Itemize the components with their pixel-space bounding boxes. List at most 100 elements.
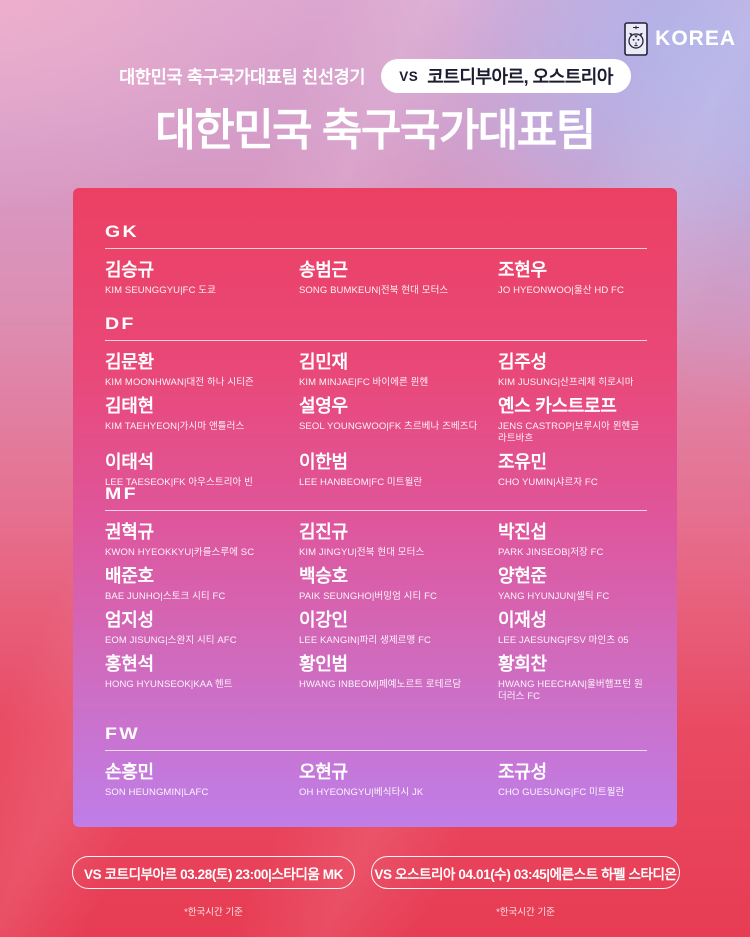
- player-name: 이강인: [299, 610, 348, 630]
- player-grid-mf: 권혁규 KWON HYEOKKYU|카를스루에 SC 김진규 KIM JINGY…: [105, 521, 647, 703]
- player-name: 박진섭: [498, 522, 547, 542]
- player-meta: LEE KANGIN|파리 생제르맹 FC: [299, 635, 431, 646]
- match-schedule-pill-2: VS 오스트리아 04.01(수) 03:45|에른스트 하펠 스타디온: [371, 856, 680, 889]
- section-gk: GK 김승규 KIM SEUNGGYU|FC 도쿄 송범근 SONG BUMKE…: [105, 222, 647, 297]
- player-meta: OH HYEONGYU|베식타시 JK: [299, 787, 424, 798]
- player-name: 양현준: [498, 566, 547, 586]
- player-name: 김문환: [105, 352, 154, 372]
- player-grid-df: 김문환 KIM MOONHWAN|대전 하나 시티즌 김민재 KIM MINJA…: [105, 351, 647, 489]
- player-name: 옌스 카스트로프: [498, 396, 617, 416]
- player: 백승호 PAIK SEUNGHO|버밍엄 시티 FC: [299, 565, 498, 603]
- player-name: 조현우: [498, 260, 547, 280]
- roster-card: GK 김승규 KIM SEUNGGYU|FC 도쿄 송범근 SONG BUMKE…: [73, 188, 677, 827]
- section-divider: [105, 510, 647, 511]
- player-meta: KIM MOONHWAN|대전 하나 시티즌: [105, 377, 254, 388]
- player: 박진섭 PARK JINSEOB|저장 FC: [498, 521, 647, 559]
- player-name: 조유민: [498, 452, 547, 472]
- player: 황희찬 HWANG HEECHAN|울버햄프턴 원더러스 FC: [498, 653, 647, 703]
- player-meta: SONG BUMKEUN|전북 현대 모터스: [299, 285, 449, 296]
- player: 김민재 KIM MINJAE|FC 바이에른 뮌헨: [299, 351, 498, 389]
- player-meta: JENS CASTROP|보루시아 묀헨글라트바흐: [498, 421, 640, 444]
- kfa-logo: KOREA: [624, 22, 736, 56]
- player-name: 홍현석: [105, 654, 154, 674]
- player-meta: PARK JINSEOB|저장 FC: [498, 547, 604, 558]
- player-meta: KIM TAEHYEON|가시마 앤틀러스: [105, 421, 245, 432]
- player-name: 백승호: [299, 566, 348, 586]
- player-name: 김태현: [105, 396, 154, 416]
- player: 홍현석 HONG HYUNSEOK|KAA 헨트: [105, 653, 299, 703]
- player-name: 황희찬: [498, 654, 547, 674]
- section-fw: FW 손흥민 SON HEUNGMIN|LAFC 오현규 OH HYEONGYU…: [105, 724, 647, 799]
- player-meta: CHO YUMIN|샤르자 FC: [498, 477, 598, 488]
- player-meta: SEOL YOUNGWOO|FK 츠르베나 즈베즈다: [299, 421, 478, 432]
- position-label-fw: FW: [105, 724, 141, 743]
- player: 김태현 KIM TAEHYEON|가시마 앤틀러스: [105, 395, 299, 445]
- player: 김문환 KIM MOONHWAN|대전 하나 시티즌: [105, 351, 299, 389]
- player-name: 김주성: [498, 352, 547, 372]
- player-meta: HWANG INBEOM|페예노르트 로테르담: [299, 679, 462, 690]
- player-meta: KIM SEUNGGYU|FC 도쿄: [105, 285, 216, 296]
- player-name: 김진규: [299, 522, 348, 542]
- player-meta: BAE JUNHO|스토크 시티 FC: [105, 591, 226, 602]
- player-grid-fw: 손흥민 SON HEUNGMIN|LAFC 오현규 OH HYEONGYU|베식…: [105, 761, 647, 799]
- player-name: 오현규: [299, 762, 348, 782]
- player: 송범근 SONG BUMKEUN|전북 현대 모터스: [299, 259, 498, 297]
- player-meta: EOM JISUNG|스완지 시티 AFC: [105, 635, 237, 646]
- vs-label: VS: [399, 68, 419, 84]
- section-df: DF 김문환 KIM MOONHWAN|대전 하나 시티즌 김민재 KIM MI…: [105, 314, 647, 489]
- timezone-note-1: *한국시간 기준: [184, 907, 243, 918]
- player: 설영우 SEOL YOUNGWOO|FK 츠르베나 즈베즈다: [299, 395, 498, 445]
- player-name: 이재성: [498, 610, 547, 630]
- match-schedule-pill-1: VS 코트디부아르 03.28(토) 23:00|스타디움 MK: [72, 856, 355, 889]
- player-meta: CHO GUESUNG|FC 미트윌란: [498, 787, 625, 798]
- player-meta: LEE JAESUNG|FSV 마인츠 05: [498, 635, 629, 646]
- player: 엄지성 EOM JISUNG|스완지 시티 AFC: [105, 609, 299, 647]
- player-name: 배준호: [105, 566, 154, 586]
- poster-title: 대한민국 축구국가대표팀: [155, 106, 596, 155]
- player-name: 권혁규: [105, 522, 154, 542]
- player-meta: KIM JUSUNG|산프레체 히로시마: [498, 377, 634, 388]
- position-label-gk: GK: [105, 222, 139, 241]
- player: 이태석 LEE TAESEOK|FK 아우스트리아 빈: [105, 451, 299, 489]
- player: 배준호 BAE JUNHO|스토크 시티 FC: [105, 565, 299, 603]
- player: 황인범 HWANG INBEOM|페예노르트 로테르담: [299, 653, 498, 703]
- player-meta: SON HEUNGMIN|LAFC: [105, 787, 209, 798]
- player-name: 설영우: [299, 396, 348, 416]
- player-name: 조규성: [498, 762, 547, 782]
- player-meta: KWON HYEOKKYU|카를스루에 SC: [105, 547, 255, 558]
- opponents-text: 코트디부아르, 오스트리아: [427, 67, 613, 87]
- timezone-note-2: *한국시간 기준: [496, 907, 555, 918]
- player: 이재성 LEE JAESUNG|FSV 마인츠 05: [498, 609, 647, 647]
- player-meta: LEE HANBEOM|FC 미트윌란: [299, 477, 423, 488]
- logo-text: KOREA: [655, 27, 736, 50]
- player: 권혁규 KWON HYEOKKYU|카를스루에 SC: [105, 521, 299, 559]
- player: 이한범 LEE HANBEOM|FC 미트윌란: [299, 451, 498, 489]
- player-meta: LEE TAESEOK|FK 아우스트리아 빈: [105, 477, 253, 488]
- player: 이강인 LEE KANGIN|파리 생제르맹 FC: [299, 609, 498, 647]
- player: 오현규 OH HYEONGYU|베식타시 JK: [299, 761, 498, 799]
- player: 김승규 KIM SEUNGGYU|FC 도쿄: [105, 259, 299, 297]
- tiger-emblem-icon: [624, 22, 648, 56]
- player-meta: YANG HYUNJUN|셀틱 FC: [498, 591, 610, 602]
- player-name: 엄지성: [105, 610, 154, 630]
- player: 김주성 KIM JUSUNG|산프레체 히로시마: [498, 351, 647, 389]
- position-label-df: DF: [105, 314, 136, 333]
- player: 김진규 KIM JINGYU|전북 현대 모터스: [299, 521, 498, 559]
- player-meta: PAIK SEUNGHO|버밍엄 시티 FC: [299, 591, 437, 602]
- subheader-row: 대한민국 축구국가대표팀 친선경기 VS 코트디부아르, 오스트리아: [0, 58, 750, 94]
- player-meta: JO HYEONWOO|울산 HD FC: [498, 285, 624, 296]
- player-name: 이태석: [105, 452, 154, 472]
- player-name: 김승규: [105, 260, 154, 280]
- player: 손흥민 SON HEUNGMIN|LAFC: [105, 761, 299, 799]
- player-grid-gk: 김승규 KIM SEUNGGYU|FC 도쿄 송범근 SONG BUMKEUN|…: [105, 259, 647, 297]
- player-meta: HONG HYUNSEOK|KAA 헨트: [105, 679, 233, 690]
- player-meta: HWANG HEECHAN|울버햄프턴 원더러스 FC: [498, 679, 643, 702]
- player-name: 송범근: [299, 260, 348, 280]
- player: 양현준 YANG HYUNJUN|셀틱 FC: [498, 565, 647, 603]
- player-meta: KIM MINJAE|FC 바이에른 뮌헨: [299, 377, 429, 388]
- opponents-badge: VS 코트디부아르, 오스트리아: [381, 59, 631, 93]
- section-mf: MF 권혁규 KWON HYEOKKYU|카를스루에 SC 김진규 KIM JI…: [105, 484, 647, 703]
- section-divider: [105, 340, 647, 341]
- player-name: 김민재: [299, 352, 348, 372]
